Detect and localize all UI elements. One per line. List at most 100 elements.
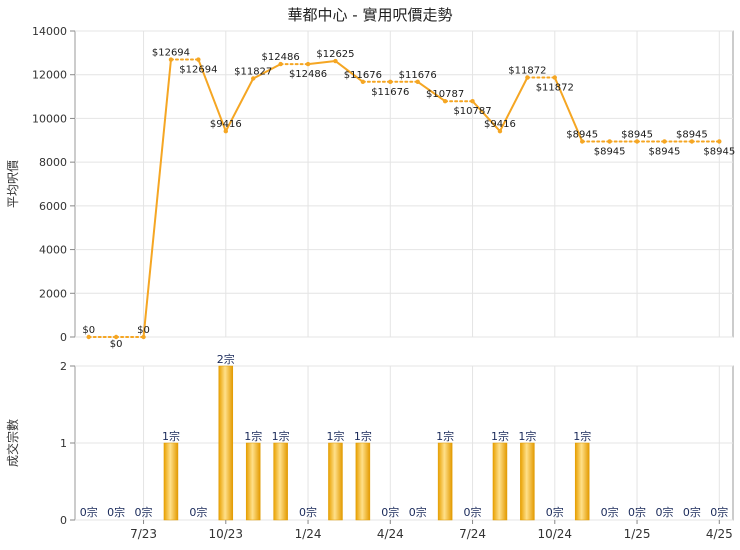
bar-label: 1宗 bbox=[272, 429, 290, 443]
series-point bbox=[717, 139, 722, 144]
point-label: $9416 bbox=[484, 119, 516, 130]
ytick-label-bottom: 0 bbox=[60, 514, 67, 527]
series-line-segment bbox=[498, 76, 529, 133]
series-point bbox=[388, 79, 393, 84]
point-label: $12694 bbox=[179, 65, 217, 76]
bar-label: 1宗 bbox=[491, 429, 509, 443]
xtick-label: 4/25 bbox=[706, 527, 733, 541]
ytick-label-top: 8000 bbox=[39, 156, 67, 169]
point-label: $12625 bbox=[316, 49, 354, 60]
ytick-label-top: 4000 bbox=[39, 244, 67, 257]
xtick-label: 7/23 bbox=[130, 527, 157, 541]
point-label: $11872 bbox=[508, 66, 546, 77]
ytick-label-top: 0 bbox=[60, 331, 67, 344]
series-point bbox=[196, 57, 201, 62]
bar-label: 0宗 bbox=[601, 505, 619, 519]
point-label: $8945 bbox=[621, 129, 653, 140]
bar-label: 0宗 bbox=[80, 505, 98, 519]
bar-label: 0宗 bbox=[710, 505, 728, 519]
bar bbox=[437, 442, 453, 521]
chart-title: 華都中心 - 實用呎價走勢 bbox=[287, 6, 453, 24]
series-point bbox=[634, 139, 640, 144]
ytick-label-bottom: 2 bbox=[60, 360, 67, 373]
xtick-label: 4/24 bbox=[377, 527, 404, 541]
bar-label: 0宗 bbox=[381, 505, 399, 519]
series-point bbox=[305, 61, 311, 67]
bar-label: 1宗 bbox=[244, 429, 262, 443]
series-point bbox=[333, 58, 338, 64]
point-label: $12486 bbox=[289, 69, 327, 80]
point-label: $8945 bbox=[566, 129, 598, 140]
bar-label: 0宗 bbox=[628, 505, 646, 519]
series-point bbox=[552, 75, 557, 80]
point-label: $11676 bbox=[399, 70, 437, 81]
series-point bbox=[442, 99, 448, 104]
series-point bbox=[580, 139, 585, 144]
point-label: $0 bbox=[110, 339, 123, 350]
ytick-label-top: 10000 bbox=[32, 112, 67, 125]
bar-label: 1宗 bbox=[354, 429, 372, 443]
bar bbox=[574, 442, 590, 521]
series-line-segment bbox=[416, 80, 447, 103]
ylabel-top: 平均呎價 bbox=[6, 160, 20, 208]
series-point bbox=[525, 75, 530, 80]
xtick-label: 7/24 bbox=[459, 527, 486, 541]
point-label: $0 bbox=[137, 325, 150, 336]
series-point bbox=[278, 61, 283, 67]
point-label: $10787 bbox=[426, 89, 464, 100]
point-label: $11872 bbox=[536, 83, 574, 94]
bar bbox=[520, 442, 535, 521]
xtick-label: 10/23 bbox=[208, 527, 243, 541]
series-line-segment bbox=[471, 100, 501, 133]
point-label: $8945 bbox=[676, 129, 708, 140]
bar-label: 0宗 bbox=[683, 505, 701, 519]
point-label: $9416 bbox=[210, 119, 242, 130]
bar bbox=[245, 442, 261, 521]
series-point bbox=[251, 76, 256, 81]
bar-label: 0宗 bbox=[189, 505, 207, 519]
series-point bbox=[607, 139, 612, 144]
ytick-label-bottom: 1 bbox=[60, 437, 67, 450]
bar bbox=[163, 442, 179, 521]
series-line-segment bbox=[553, 76, 584, 143]
bar bbox=[328, 442, 343, 521]
ytick-label-top: 2000 bbox=[39, 287, 67, 300]
ylabel-bottom: 成交宗數 bbox=[5, 419, 20, 467]
bar bbox=[273, 442, 288, 521]
bar-label: 1宗 bbox=[162, 429, 180, 443]
series-point bbox=[168, 57, 174, 62]
point-label: $8945 bbox=[649, 146, 681, 157]
ytick-label-top: 12000 bbox=[32, 69, 67, 82]
bar-label: 0宗 bbox=[655, 505, 673, 519]
xtick-label: 10/24 bbox=[537, 527, 572, 541]
bar-label: 2宗 bbox=[217, 352, 235, 366]
point-label: $11676 bbox=[344, 70, 382, 81]
series-line-segment bbox=[307, 60, 337, 66]
series-line-segment bbox=[252, 63, 282, 80]
series-point bbox=[141, 334, 146, 340]
bar bbox=[355, 442, 371, 521]
bar-label: 0宗 bbox=[299, 505, 317, 519]
series-point bbox=[86, 334, 91, 340]
bar-label: 0宗 bbox=[409, 505, 427, 519]
series-point bbox=[497, 128, 503, 134]
series-point bbox=[662, 139, 667, 144]
series-line-segment bbox=[197, 58, 227, 133]
series-point bbox=[415, 79, 420, 84]
point-label: $0 bbox=[82, 325, 95, 336]
bar-label: 1宗 bbox=[436, 429, 454, 443]
ytick-label-top: 14000 bbox=[32, 25, 67, 38]
bar-label: 0宗 bbox=[135, 505, 153, 519]
series-line-segment bbox=[142, 58, 172, 338]
point-label: $11827 bbox=[234, 66, 272, 77]
xtick-label: 1/25 bbox=[624, 527, 651, 541]
bar-label: 1宗 bbox=[573, 429, 591, 443]
bar-label: 0宗 bbox=[546, 505, 564, 519]
point-label: $12486 bbox=[262, 52, 300, 63]
series-point bbox=[470, 99, 475, 104]
series-point bbox=[689, 139, 695, 144]
point-label: $10787 bbox=[453, 106, 491, 117]
point-label: $11676 bbox=[371, 87, 409, 98]
series-point bbox=[360, 79, 366, 84]
